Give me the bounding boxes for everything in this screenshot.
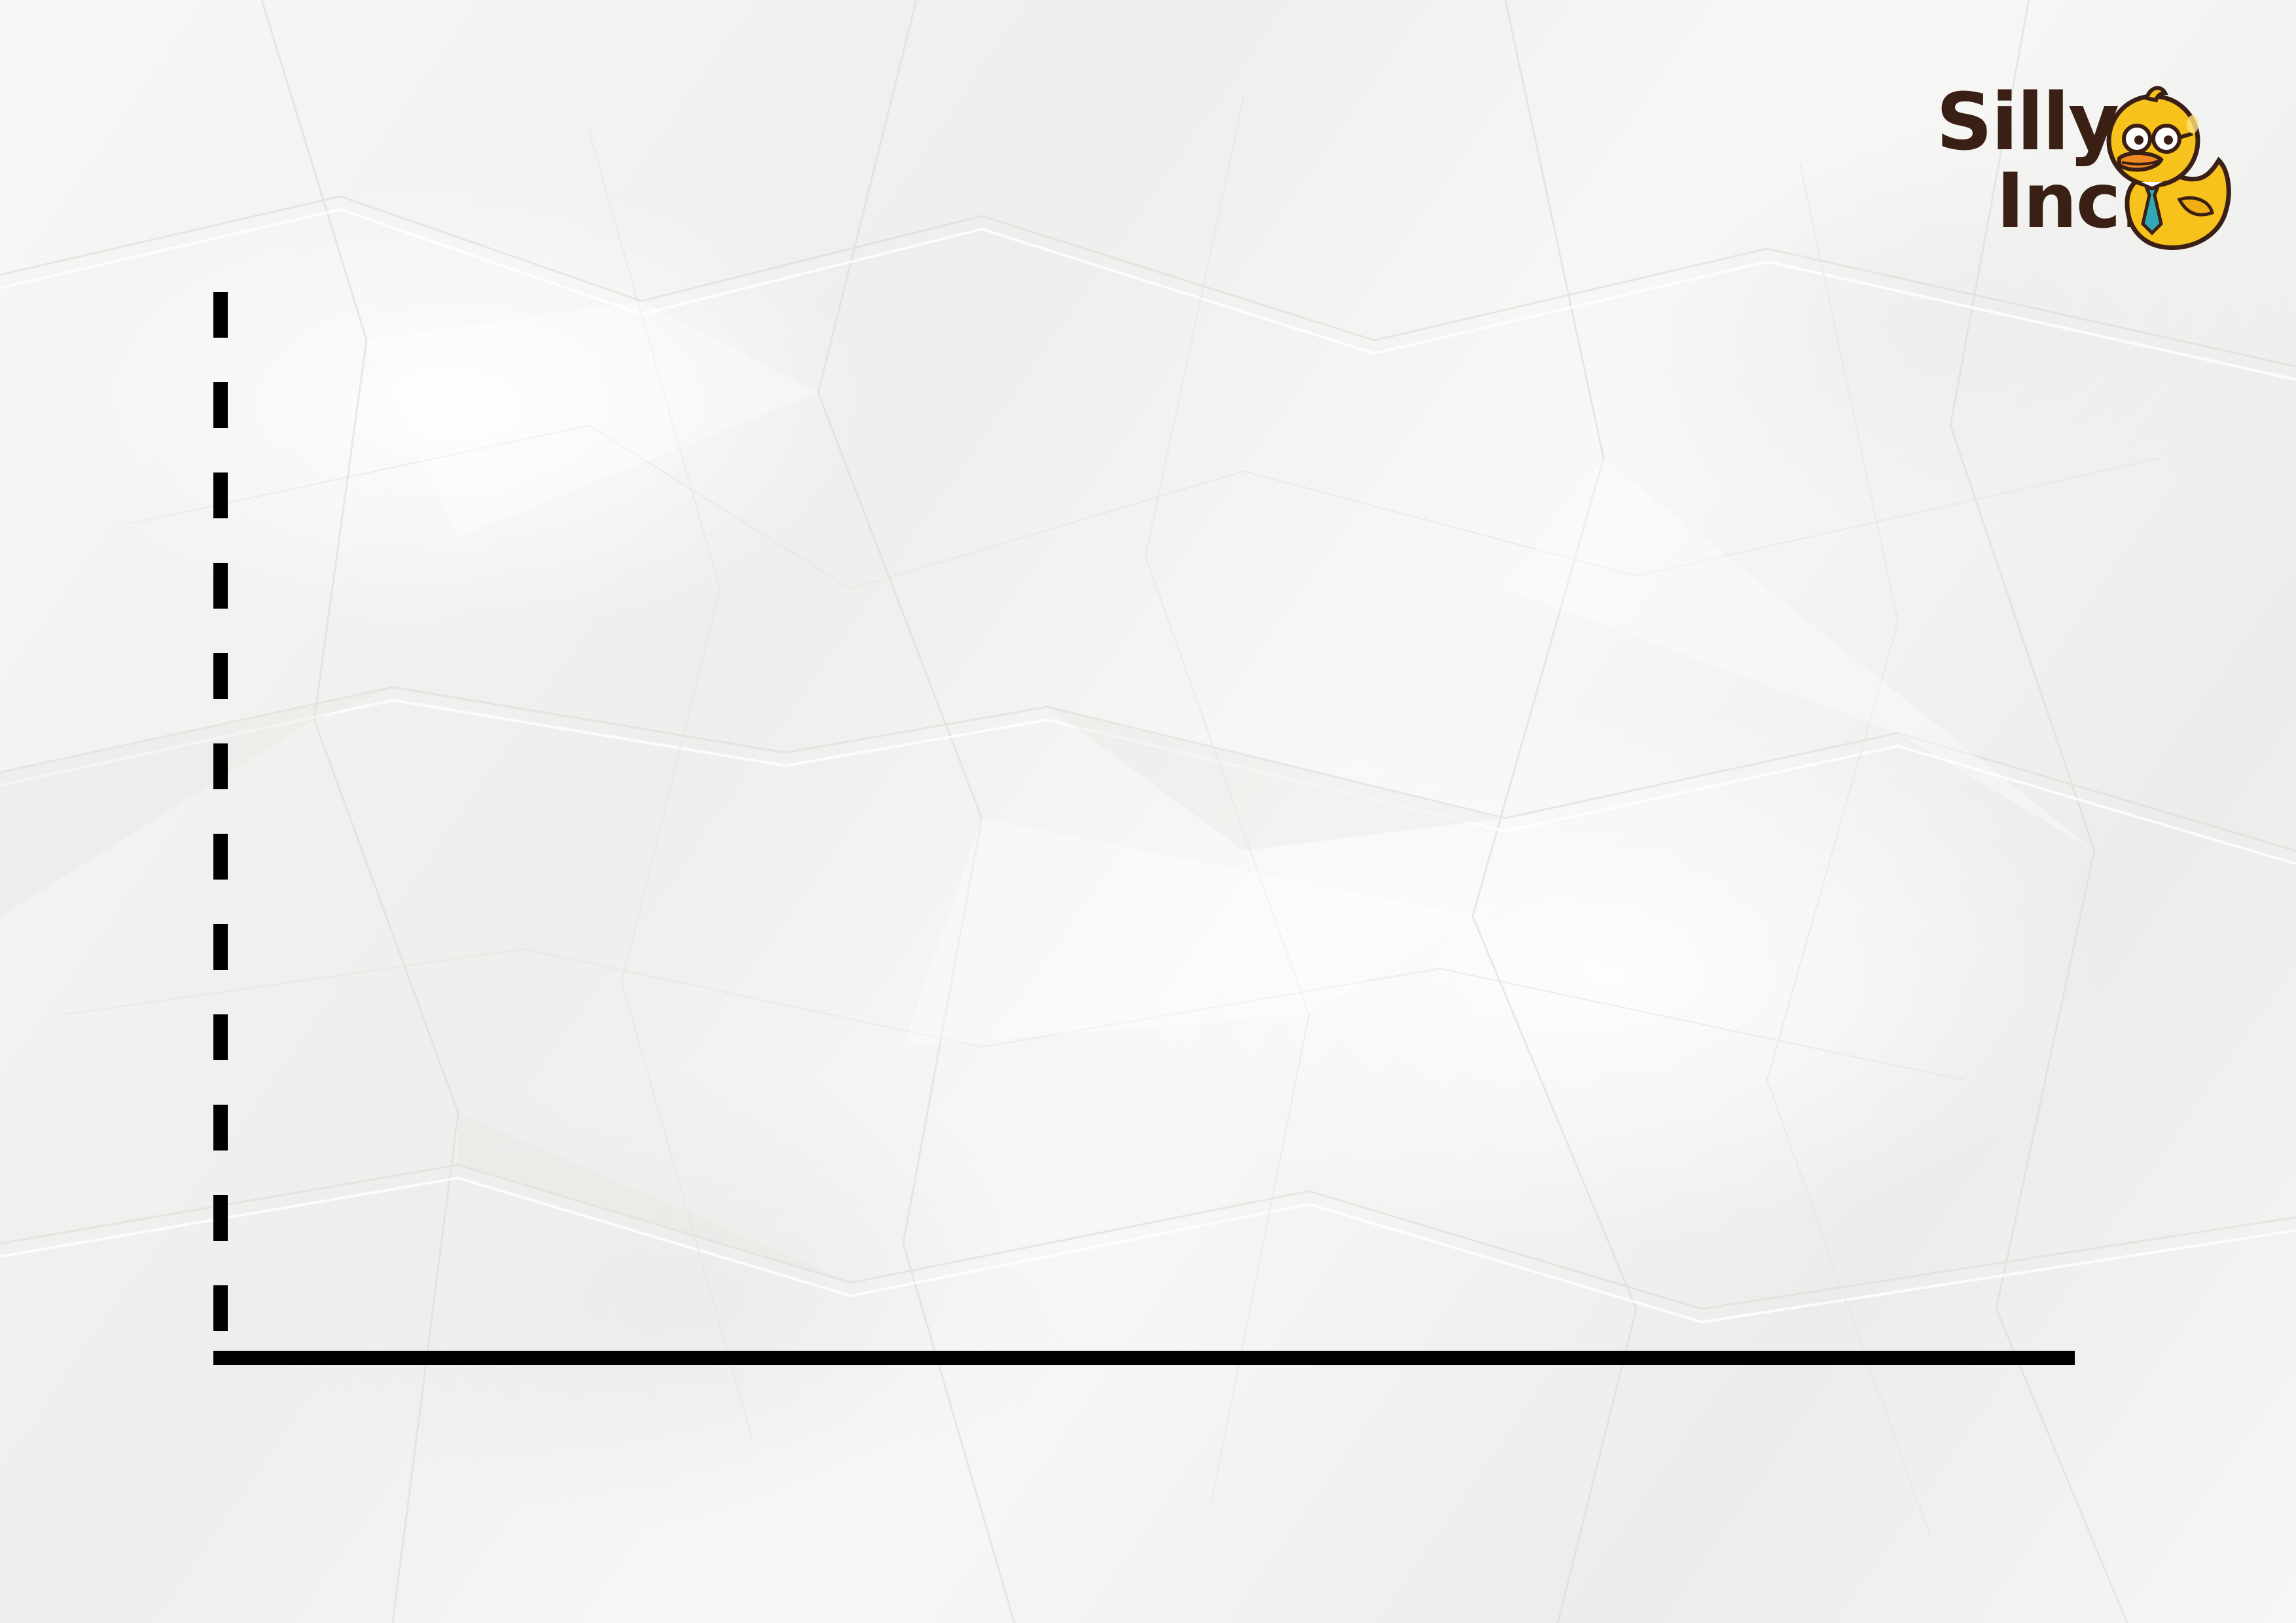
- logo-text-silly: Silly: [1936, 77, 2119, 168]
- silly-inc-logo: Silly Inc.: [1931, 79, 2251, 262]
- rubber-duck-icon: [2106, 86, 2231, 250]
